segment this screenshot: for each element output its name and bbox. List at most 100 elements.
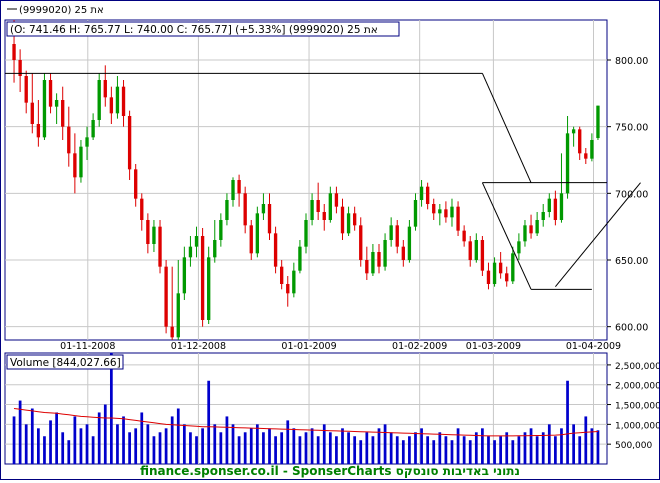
candle-body — [389, 225, 393, 240]
volume-bar — [164, 428, 168, 464]
volume-bar — [383, 424, 387, 464]
candle-body — [243, 193, 247, 226]
volume-bar — [73, 416, 77, 464]
candle-body — [535, 220, 539, 234]
candle-body — [547, 198, 551, 212]
price-x-tick-label: 01-02-2009 — [392, 341, 447, 352]
volume-average-line — [13, 408, 599, 437]
candle-body — [79, 146, 83, 178]
candle-body — [462, 230, 466, 242]
price-grid — [5, 20, 607, 340]
candle-body — [401, 246, 405, 260]
volume-bar — [335, 436, 338, 464]
volume-bar — [24, 424, 28, 464]
volume-bar — [109, 353, 113, 464]
volume-bar — [207, 380, 211, 464]
volume-bar — [103, 404, 107, 464]
volume-bar — [225, 416, 229, 464]
volume-bar — [341, 428, 344, 464]
candle-body — [103, 80, 107, 98]
volume-bar — [152, 436, 156, 464]
candle-body — [334, 193, 339, 207]
volume-bar — [91, 436, 95, 464]
volume-bar — [456, 428, 460, 464]
price-x-tick-label: 01-03-2009 — [466, 341, 521, 352]
candle-body — [468, 241, 472, 260]
candle-body — [255, 213, 260, 254]
volume-bar — [37, 428, 40, 464]
volume-bar — [505, 432, 509, 464]
price-x-tick-label: 01-01-2009 — [281, 341, 336, 352]
price-trendlines — [5, 72, 641, 290]
volume-bar — [128, 432, 131, 464]
price-panel — [4, 19, 608, 341]
candle-body — [42, 80, 47, 138]
volume-bar — [146, 424, 150, 464]
candle-body — [207, 257, 211, 320]
volume-bar — [97, 412, 101, 464]
candle-body — [590, 140, 594, 159]
candle-body — [267, 204, 272, 234]
volume-bar — [140, 412, 144, 464]
volume-bar — [12, 416, 16, 464]
candle-body — [249, 225, 253, 254]
candle-body — [456, 206, 460, 231]
candle-body — [182, 257, 187, 294]
volume-bar — [408, 436, 411, 464]
candle-body — [511, 253, 515, 282]
candle-body — [170, 326, 174, 338]
volume-y-tick-label: 2,500,000 — [615, 362, 659, 372]
volume-bar — [280, 432, 284, 464]
candle-body — [474, 240, 478, 260]
candle-body — [109, 97, 114, 114]
volume-bar — [584, 416, 588, 464]
volume-bar — [201, 428, 204, 464]
volume-bar — [554, 436, 557, 464]
candle-body — [54, 100, 59, 107]
volume-bar — [67, 440, 71, 464]
candle-body — [164, 266, 168, 327]
legend-label: (9999020) 25 את — [19, 5, 104, 16]
candle-body — [304, 220, 308, 247]
candle-body — [346, 213, 351, 234]
volume-bar — [462, 436, 466, 464]
volume-bar — [304, 432, 308, 464]
price-x-tick-label: 01-04-2009 — [566, 341, 621, 352]
volume-bar — [426, 436, 430, 464]
candle-body — [219, 220, 223, 240]
volume-bar — [262, 432, 265, 464]
volume-y-tick-label: 1,500,000 — [615, 402, 659, 412]
left-shoulder-line — [481, 182, 532, 290]
candle-body — [146, 220, 150, 244]
candle-body — [480, 240, 485, 271]
volume-bar — [487, 436, 490, 464]
right-shoulder-line — [554, 182, 641, 287]
candle-body — [91, 120, 95, 138]
volume-bar — [243, 432, 247, 464]
volume-bar — [286, 420, 290, 464]
candle-body — [517, 241, 521, 254]
volume-bar — [158, 432, 162, 464]
info-line: (O: 741.46 H: 765.77 L: 740.00 C: 765.77… — [10, 24, 378, 36]
volume-label-box — [6, 354, 124, 370]
candle-body — [194, 236, 199, 247]
candle-body — [121, 86, 126, 116]
volume-bar — [499, 436, 503, 464]
candle-body — [279, 266, 284, 284]
volume-bar — [322, 424, 326, 464]
candle-body — [85, 137, 89, 147]
volume-bar — [401, 440, 405, 464]
candle-body — [30, 102, 34, 124]
volume-bar — [316, 436, 320, 464]
price-x-axis: 01-11-2008 01-12-2008 01-01-2009 01-02-2009… — [60, 341, 621, 352]
candle-body — [553, 198, 558, 220]
volume-bar — [377, 428, 381, 464]
candle-body — [61, 100, 65, 127]
candle-body — [486, 270, 491, 284]
volume-bar — [420, 428, 423, 464]
volume-bar — [517, 436, 521, 464]
volume-bar — [389, 432, 393, 464]
price-y-tick-label: 650.00 — [615, 256, 648, 267]
volume-bar — [371, 436, 375, 464]
candle-body — [596, 105, 600, 139]
